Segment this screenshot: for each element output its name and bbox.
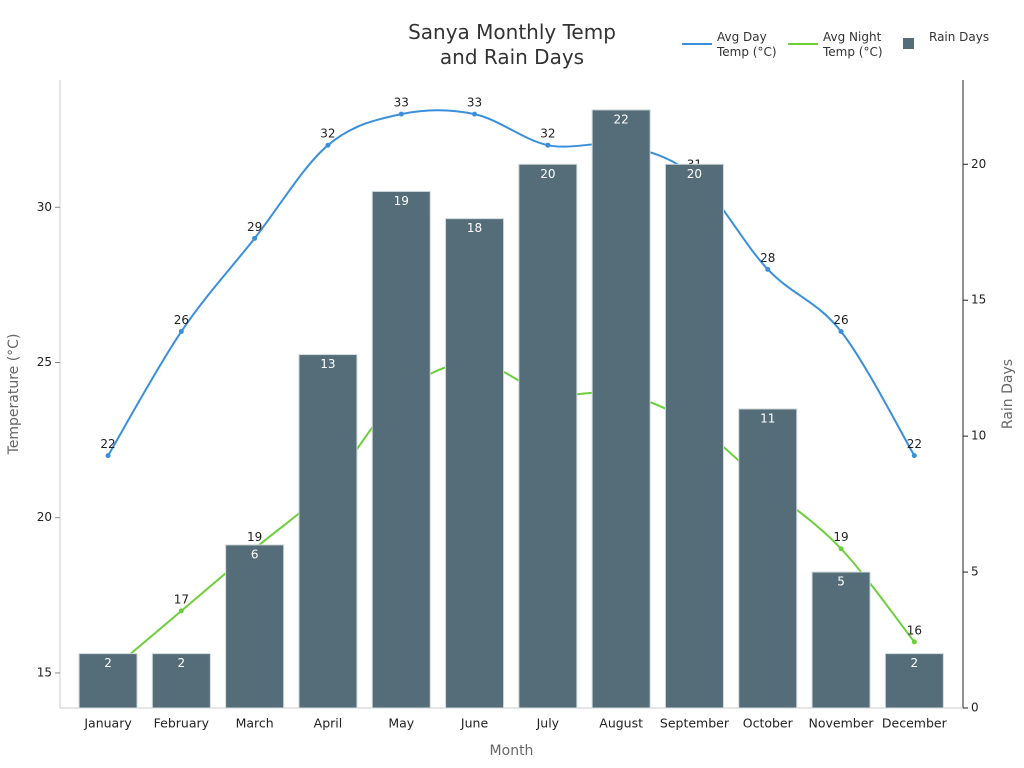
bar xyxy=(518,163,578,709)
line-point xyxy=(398,111,404,117)
legend-item: Avg Day Temp (°C) xyxy=(682,30,781,60)
x-axis-label: Month xyxy=(490,743,534,759)
bar xyxy=(78,653,138,709)
data-label: 19 xyxy=(247,530,262,544)
legend-label: Avg Night Temp (°C) xyxy=(823,30,883,59)
bar-label: 20 xyxy=(540,167,555,181)
line-point xyxy=(472,111,478,117)
legend-swatch xyxy=(903,38,914,49)
legend-label: Rain Days xyxy=(929,30,990,44)
x-tick-label: April xyxy=(314,716,343,731)
bar-label: 19 xyxy=(394,194,409,208)
y2-axis-label: Rain Days xyxy=(1000,359,1016,429)
line-point xyxy=(545,142,551,148)
x-tick-label: December xyxy=(882,716,948,731)
bar xyxy=(298,354,358,709)
data-label: 32 xyxy=(320,127,335,141)
x-tick-label: November xyxy=(809,716,875,731)
bar-label: 20 xyxy=(687,167,702,181)
bar-label: 2 xyxy=(104,656,112,670)
bar xyxy=(664,163,724,709)
bar-label: 18 xyxy=(467,221,482,235)
y-tick-label: 15 xyxy=(37,665,52,679)
data-label: 19 xyxy=(833,530,848,544)
bar xyxy=(738,408,798,709)
x-tick-label: June xyxy=(460,716,489,731)
bar xyxy=(371,190,431,709)
x-tick-label: March xyxy=(236,716,274,731)
data-label: 33 xyxy=(394,96,409,110)
y2-tick-label: 5 xyxy=(971,565,979,579)
bar xyxy=(884,653,944,709)
chart-title: Sanya Monthly Temp and Rain Days xyxy=(408,20,616,69)
y2-tick-label: 0 xyxy=(971,701,979,715)
line-point xyxy=(838,546,844,552)
bar-label: 5 xyxy=(837,575,845,589)
bar xyxy=(225,544,285,709)
data-label: 22 xyxy=(100,437,115,451)
line-point xyxy=(325,142,331,148)
y-tick-label: 25 xyxy=(37,355,52,369)
y-tick-label: 20 xyxy=(37,510,52,524)
line-point xyxy=(252,235,258,241)
y-tick-label: 30 xyxy=(37,200,52,214)
data-label: 29 xyxy=(247,220,262,234)
legend-item: Avg Night Temp (°C) xyxy=(788,30,887,60)
bar xyxy=(151,653,211,709)
legend-item: Rain Days xyxy=(902,30,993,49)
line-point xyxy=(105,453,111,459)
x-tick-label: January xyxy=(83,716,132,731)
bar xyxy=(811,571,871,709)
x-tick-label: August xyxy=(599,716,643,731)
y2-tick-label: 15 xyxy=(971,293,986,307)
line-point xyxy=(765,266,771,272)
data-label: 16 xyxy=(907,623,922,637)
x-tick-label: September xyxy=(660,716,730,731)
bar-label: 22 xyxy=(614,112,629,126)
line-point xyxy=(911,453,917,459)
data-label: 17 xyxy=(174,592,189,606)
y2-tick-label: 20 xyxy=(971,157,986,171)
legend-swatch xyxy=(788,43,818,45)
line xyxy=(107,109,916,457)
line-point xyxy=(178,328,184,334)
legend-label: Avg Day Temp (°C) xyxy=(717,30,777,59)
bar-label: 2 xyxy=(911,656,919,670)
bar-label: 13 xyxy=(320,357,335,371)
y2-tick-label: 10 xyxy=(971,429,986,443)
data-label: 26 xyxy=(833,313,848,327)
x-tick-label: February xyxy=(154,716,210,731)
data-label: 32 xyxy=(540,127,555,141)
line-point xyxy=(911,639,917,645)
line-point xyxy=(178,608,184,614)
bar xyxy=(445,218,505,709)
x-tick-label: July xyxy=(536,716,560,731)
x-tick-label: May xyxy=(388,716,414,731)
bar-label: 2 xyxy=(178,656,186,670)
data-label: 22 xyxy=(907,437,922,451)
line-point xyxy=(838,328,844,334)
bar xyxy=(591,109,651,709)
bar-label: 11 xyxy=(760,411,775,425)
data-label: 33 xyxy=(467,96,482,110)
data-label: 26 xyxy=(174,313,189,327)
x-tick-label: October xyxy=(743,716,794,731)
bar-label: 6 xyxy=(251,547,259,561)
legend-swatch xyxy=(682,43,712,45)
y-axis-label: Temperature (°C) xyxy=(6,334,22,456)
data-label: 28 xyxy=(760,251,775,265)
